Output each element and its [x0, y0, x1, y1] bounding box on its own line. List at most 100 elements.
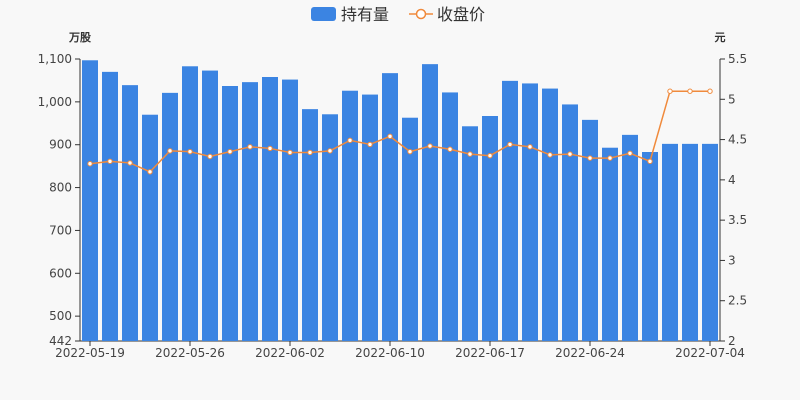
- right-axis-tick-label: 2.5: [728, 294, 747, 308]
- bar[interactable]: [502, 80, 518, 341]
- line-point[interactable]: [467, 151, 473, 157]
- bar[interactable]: [182, 66, 198, 342]
- close-price-line[interactable]: [89, 90, 710, 173]
- bar[interactable]: [282, 79, 298, 342]
- bar[interactable]: [362, 94, 378, 341]
- bar[interactable]: [262, 77, 278, 341]
- right-axis-tick-label: 3.5: [728, 213, 747, 227]
- bar-series[interactable]: [82, 60, 718, 342]
- left-axis-unit: 万股: [68, 31, 92, 44]
- bar[interactable]: [702, 143, 718, 341]
- line-point[interactable]: [607, 155, 613, 161]
- line-point[interactable]: [527, 144, 533, 150]
- line-point[interactable]: [687, 88, 693, 94]
- line-point[interactable]: [427, 143, 433, 149]
- line-point[interactable]: [227, 148, 233, 155]
- line-point[interactable]: [627, 150, 633, 156]
- legend-label-close-price[interactable]: 收盘价: [437, 5, 485, 24]
- x-axis-tick-label: 2022-06-17: [455, 346, 525, 360]
- line-point[interactable]: [247, 144, 253, 150]
- left-axis-tick-label: 900: [49, 138, 72, 152]
- left-axis-tick-label: 1,100: [38, 52, 72, 66]
- line-point[interactable]: [127, 160, 133, 166]
- legend-bar-swatch[interactable]: [311, 7, 336, 21]
- bar[interactable]: [142, 114, 158, 341]
- right-axis-tick-label: 2: [728, 334, 736, 348]
- legend[interactable]: 持有量 收盘价: [311, 5, 485, 24]
- bar[interactable]: [662, 143, 678, 341]
- line-point[interactable]: [207, 153, 213, 160]
- bar[interactable]: [202, 70, 218, 342]
- bar[interactable]: [462, 126, 478, 342]
- bar[interactable]: [382, 73, 398, 342]
- bar[interactable]: [602, 147, 618, 341]
- right-axis-tick-label: 4: [728, 173, 736, 187]
- line-point[interactable]: [707, 88, 713, 94]
- line-point[interactable]: [547, 152, 553, 158]
- right-axis-tick-label: 5.5: [728, 52, 747, 66]
- x-axis-tick-label: 2022-06-02: [255, 346, 325, 360]
- right-axis-tick-label: 5: [728, 92, 736, 106]
- x-axis-tick-label: 2022-06-24: [555, 346, 625, 360]
- bar[interactable]: [402, 117, 418, 341]
- bar[interactable]: [422, 64, 438, 342]
- legend-line-marker[interactable]: [415, 8, 427, 20]
- bar[interactable]: [562, 104, 578, 341]
- legend-label-holdings[interactable]: 持有量: [341, 5, 389, 24]
- line-point[interactable]: [327, 148, 333, 154]
- line-point[interactable]: [267, 145, 273, 152]
- right-axis-tick-label: 3: [728, 253, 736, 267]
- line-point[interactable]: [347, 137, 353, 144]
- line-point[interactable]: [447, 146, 453, 152]
- bar[interactable]: [302, 109, 318, 342]
- line-point[interactable]: [567, 151, 573, 157]
- bar[interactable]: [342, 90, 358, 341]
- right-axis-tick-label: 4.5: [728, 133, 747, 147]
- bar[interactable]: [322, 114, 338, 342]
- bar[interactable]: [542, 88, 558, 341]
- bar[interactable]: [682, 143, 698, 341]
- x-axis-tick-label: 2022-07-04: [675, 346, 745, 360]
- bar[interactable]: [222, 86, 238, 341]
- line-point[interactable]: [107, 158, 113, 165]
- bar[interactable]: [242, 82, 258, 342]
- line-point[interactable]: [147, 169, 153, 175]
- left-axis-tick-label: 800: [49, 181, 72, 195]
- left-axis-tick-label: 600: [49, 266, 72, 280]
- line-point[interactable]: [647, 158, 653, 165]
- line-point[interactable]: [87, 161, 93, 167]
- line-point[interactable]: [507, 141, 513, 148]
- line-series[interactable]: [87, 88, 713, 175]
- bar[interactable]: [102, 71, 118, 341]
- bar[interactable]: [162, 92, 178, 341]
- bar[interactable]: [442, 92, 458, 341]
- left-axis-tick-label: 500: [49, 309, 72, 323]
- line-point[interactable]: [387, 133, 393, 140]
- line-point[interactable]: [287, 149, 293, 156]
- line-point[interactable]: [587, 155, 593, 161]
- left-axis-tick-label: 1,000: [38, 95, 72, 109]
- right-axis-unit: 元: [715, 31, 726, 44]
- x-axis-tick-label: 2022-05-26: [155, 346, 225, 360]
- x-axis-ticks: 2022-05-19 2022-05-26 2022-06-02 2022-06-10…: [55, 341, 745, 360]
- left-axis-tick-label: 700: [49, 223, 72, 237]
- axes: 442 500 600 700 800 900 1,000 1,100 2 2.5 3 3.5 4 4.5…: [38, 52, 747, 348]
- bar[interactable]: [522, 83, 538, 341]
- x-axis-tick-label: 2022-06-10: [355, 346, 425, 360]
- line-point[interactable]: [407, 148, 413, 155]
- x-axis-tick-label: 2022-05-19: [55, 346, 125, 360]
- bar[interactable]: [582, 119, 598, 341]
- line-point[interactable]: [667, 88, 673, 94]
- bar[interactable]: [482, 116, 498, 341]
- bar[interactable]: [622, 134, 638, 341]
- line-point[interactable]: [367, 141, 373, 148]
- bar[interactable]: [642, 152, 658, 341]
- line-point[interactable]: [187, 148, 193, 155]
- line-point[interactable]: [167, 148, 173, 154]
- line-point[interactable]: [487, 152, 493, 159]
- bar[interactable]: [122, 85, 138, 342]
- left-axis-tick-label: 442: [49, 334, 72, 348]
- bar[interactable]: [82, 60, 98, 342]
- line-point[interactable]: [307, 149, 313, 156]
